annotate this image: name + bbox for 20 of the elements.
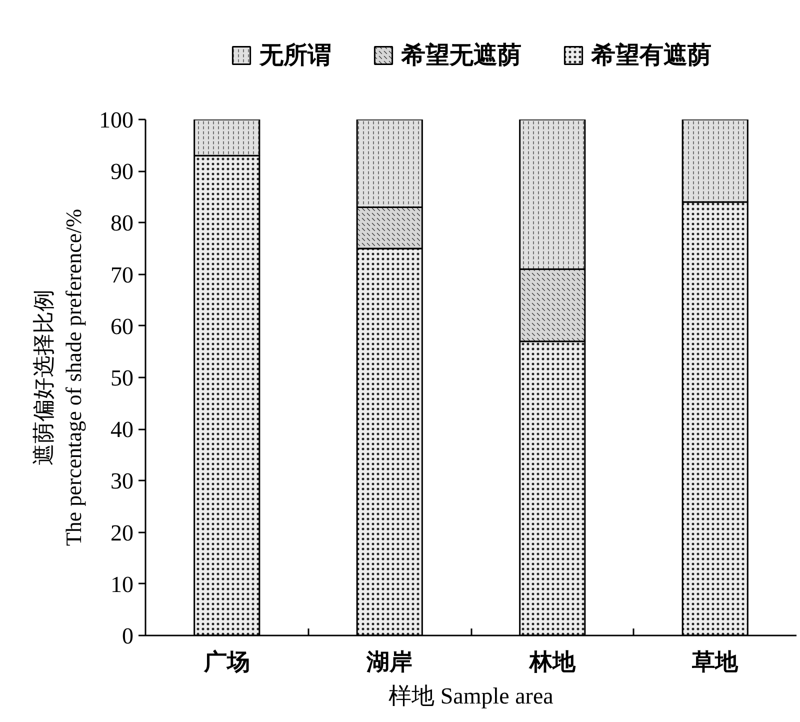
y-axis-title: 遮荫偏好选择比例 The percentage of shade preference/%	[31, 208, 86, 546]
legend-label: 希望有遮荫	[592, 41, 712, 71]
x-axis-title: 样地 Sample area	[388, 684, 554, 708]
legend-label: 无所谓	[260, 42, 332, 71]
y-tick-label: 90	[110, 159, 134, 184]
x-tick-label: 广场	[202, 650, 250, 674]
y-tick-label: 40	[110, 417, 134, 442]
y-tick-label: 0	[122, 624, 134, 648]
y-tick-label: 10	[110, 572, 134, 597]
y-tick-label: 60	[110, 314, 134, 339]
y-tick-label: 70	[110, 262, 134, 288]
y-tick-label: 30	[110, 468, 134, 494]
x-tick-label: 湖岸	[366, 650, 413, 674]
x-tick-label: 林地	[528, 650, 576, 674]
legend-label: 希望无遮荫	[402, 41, 522, 71]
x-tick-label: 草地	[691, 650, 740, 674]
y-tick-label: 50	[110, 366, 134, 390]
y-tick-label: 20	[110, 520, 134, 546]
y-tick-label: 80	[110, 210, 134, 236]
y-tick-label: 100	[99, 108, 134, 132]
